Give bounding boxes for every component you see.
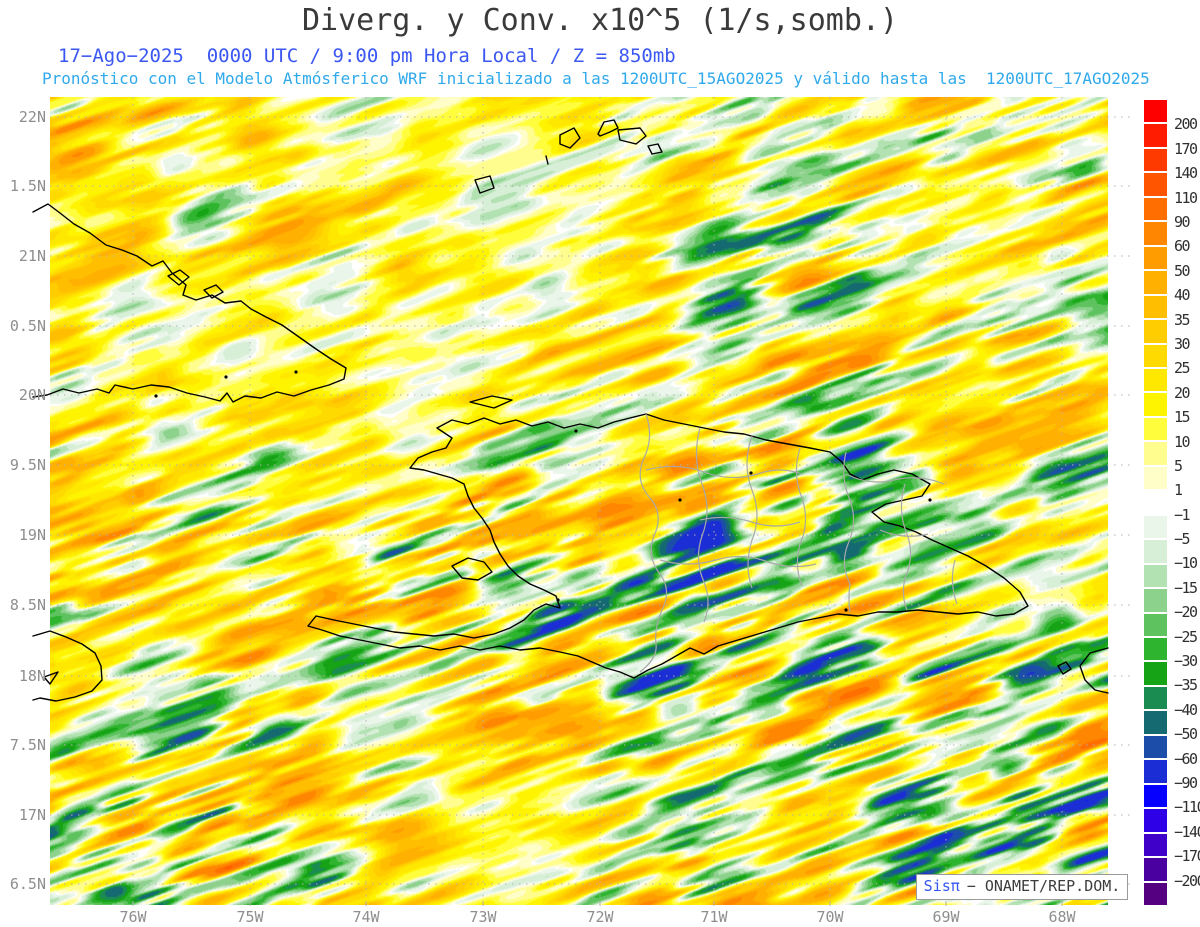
- lat-tick-label: 0.5N: [9, 317, 46, 335]
- colorbar-cell: [1144, 148, 1167, 172]
- lon-tick-label: 68W: [1048, 908, 1076, 926]
- colorbar-cell: [1144, 760, 1167, 783]
- colorbar-tick-label: −90: [1174, 774, 1198, 793]
- colorbar-cell: [1144, 858, 1167, 881]
- colorbar-tick-label: −25: [1174, 627, 1198, 646]
- lon-tick-label: 72W: [586, 908, 614, 926]
- colorbar-cell: [1144, 124, 1167, 147]
- model-info-subtitle: Pronóstico con el Modelo Atmósferico WRF…: [42, 69, 1150, 88]
- lat-tick-label: 20N: [18, 386, 46, 404]
- watermark-brand: Sisπ: [923, 877, 960, 895]
- colorbar-cell: [1144, 613, 1167, 636]
- valid-time-subtitle: 17−Ago−2025 0000 UTC / 9:00 pm Hora Loca…: [58, 45, 676, 67]
- colorbar-cell: [1144, 393, 1167, 416]
- lon-tick-label: 75W: [236, 908, 264, 926]
- colorbar-tick-label: −35: [1174, 676, 1198, 695]
- colorbar-cell: [1144, 686, 1167, 710]
- colorbar-tick-label: −200: [1174, 871, 1200, 890]
- colorbar-tick-label: −50: [1174, 725, 1198, 744]
- lon-tick-label: 70W: [816, 908, 844, 926]
- colorbar-tick-label: −140: [1174, 822, 1200, 841]
- colorbar-cell: [1144, 809, 1167, 832]
- lat-tick-label: 18N: [18, 667, 46, 685]
- lon-tick-label: 71W: [700, 908, 728, 926]
- colorbar-cell: [1144, 784, 1167, 808]
- colorbar-cell: [1144, 197, 1167, 221]
- colorbar-tick-label: 60: [1174, 237, 1191, 256]
- chart-title: Diverg. y Conv. x10^5 (1/s,somb.): [301, 3, 899, 38]
- colorbar-tick-label: −10: [1174, 554, 1198, 573]
- colorbar-tick-label: 35: [1174, 310, 1191, 329]
- colorbar-cell: [1144, 368, 1167, 392]
- colorbar-tick-label: −60: [1174, 749, 1198, 768]
- colorbar-cell: [1144, 222, 1167, 245]
- colorbar-tick-label: 50: [1174, 261, 1191, 280]
- colorbar-cell: [1144, 735, 1167, 759]
- colorbar-cell: [1144, 711, 1167, 734]
- colorbar-cell: [1144, 564, 1167, 588]
- colorbar-cell: [1144, 662, 1167, 685]
- lon-tick-label: 76W: [119, 908, 147, 926]
- colorbar-cell: [1144, 589, 1167, 612]
- lat-tick-label: 1.5N: [9, 177, 46, 195]
- colorbar-tick-label: 90: [1174, 212, 1191, 231]
- colorbar-cell: [1144, 442, 1167, 465]
- colorbar-cell: [1144, 246, 1167, 270]
- colorbar-tick-label: −20: [1174, 603, 1198, 622]
- watermark-text: − ONAMET/REP.DOM.: [966, 877, 1121, 895]
- lon-tick-label: 73W: [469, 908, 497, 926]
- colorbar-cell: [1144, 100, 1167, 123]
- colorbar-cell: [1144, 344, 1167, 367]
- colorbar-cell: [1144, 491, 1167, 514]
- divergence-shaded-field: [50, 97, 1108, 905]
- colorbar-cell: [1144, 295, 1167, 319]
- colorbar-cell: [1144, 271, 1167, 294]
- colorbar-tick-label: 5: [1174, 456, 1183, 475]
- colorbar-tick-label: 25: [1174, 359, 1191, 378]
- colorbar-cell: [1144, 540, 1167, 563]
- lat-tick-label: 17N: [18, 806, 46, 824]
- lat-tick-label: 7.5N: [9, 736, 46, 754]
- colorbar-tick-label: 110: [1174, 188, 1198, 207]
- colorbar-tick-label: 40: [1174, 286, 1191, 305]
- colorbar-tick-label: 200: [1174, 115, 1198, 134]
- colorbar-tick-label: 30: [1174, 334, 1191, 353]
- colorbar-tick-label: 15: [1174, 408, 1191, 427]
- colorbar-cell: [1144, 417, 1167, 441]
- lat-tick-label: 9.5N: [9, 456, 46, 474]
- lat-tick-label: 19N: [18, 526, 46, 544]
- colorbar-tick-label: −40: [1174, 700, 1198, 719]
- lat-tick-label: 6.5N: [9, 875, 46, 893]
- colorbar-cell: [1144, 466, 1167, 490]
- colorbar: [1144, 100, 1167, 905]
- colorbar-tick-label: −1: [1174, 505, 1191, 524]
- colorbar-tick-label: −110: [1174, 798, 1200, 817]
- lon-tick-label: 69W: [932, 908, 960, 926]
- colorbar-cell: [1144, 515, 1167, 539]
- lat-tick-label: 8.5N: [9, 596, 46, 614]
- colorbar-tick-label: 170: [1174, 139, 1198, 158]
- colorbar-tick-label: −30: [1174, 652, 1198, 671]
- colorbar-cell: [1144, 833, 1167, 857]
- colorbar-tick-label: −170: [1174, 847, 1200, 866]
- colorbar-tick-label: −5: [1174, 530, 1191, 549]
- colorbar-cell: [1144, 637, 1167, 661]
- lon-tick-label: 74W: [352, 908, 380, 926]
- lat-tick-label: 22N: [18, 108, 46, 126]
- colorbar-tick-label: −15: [1174, 578, 1198, 597]
- colorbar-tick-label: 20: [1174, 383, 1191, 402]
- watermark-box: Sisπ − ONAMET/REP.DOM.: [916, 874, 1128, 900]
- colorbar-cell: [1144, 882, 1167, 905]
- colorbar-cell: [1144, 173, 1167, 196]
- lat-tick-label: 21N: [18, 247, 46, 265]
- colorbar-tick-label: 1: [1174, 481, 1183, 500]
- colorbar-tick-label: 10: [1174, 432, 1191, 451]
- colorbar-cell: [1144, 320, 1167, 343]
- colorbar-tick-label: 140: [1174, 164, 1198, 183]
